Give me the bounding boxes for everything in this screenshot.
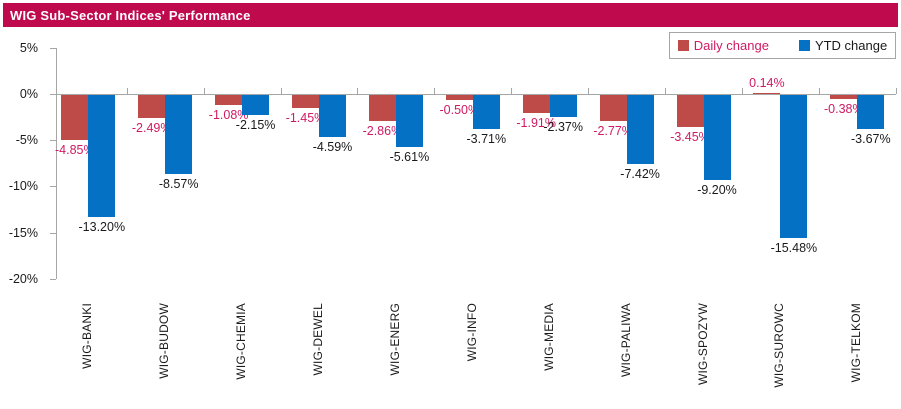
category-label: WIG-BANKI xyxy=(80,303,95,369)
y-axis-tick-label: 5% xyxy=(19,40,38,55)
ytd-value-label: -8.57% xyxy=(158,177,199,192)
chart-title-banner: WIG Sub-Sector Indices' Performance xyxy=(3,3,898,27)
daily-change-bar xyxy=(599,95,627,121)
ytd-change-bar xyxy=(780,95,808,239)
y-axis-tick-label: -15% xyxy=(8,225,38,240)
y-axis-tick xyxy=(50,186,56,188)
category-label: WIG-CHEMIA xyxy=(234,303,249,380)
ytd-change-bar xyxy=(242,95,270,115)
y-axis-tick xyxy=(50,140,56,142)
daily-value-label: -0.38% xyxy=(823,101,864,116)
category-label: WIG-DEWEL xyxy=(311,303,325,376)
category-label: WIG-TELKOM xyxy=(849,303,864,383)
legend-item-ytd: YTD change xyxy=(798,38,888,53)
daily-value-label: -0.50% xyxy=(439,102,480,117)
daily-value-label: -1.45% xyxy=(285,111,326,126)
daily-value-label: -1.08% xyxy=(208,107,249,122)
category-label: WIG-PALIWA xyxy=(618,303,633,377)
daily-value-label: -2.77% xyxy=(593,123,633,138)
ytd-change-bar xyxy=(549,95,577,117)
ytd-change-bar xyxy=(319,95,346,138)
category-label: WIG-ENERG xyxy=(387,303,402,376)
daily-change-bar xyxy=(522,95,550,113)
y-axis-tick xyxy=(50,278,56,280)
ytd-series-swatch-icon xyxy=(798,40,810,51)
y-axis-tick xyxy=(50,232,56,234)
ytd-change-bar xyxy=(88,95,116,217)
ytd-change-bar xyxy=(395,95,423,147)
daily-value-label: 0.14% xyxy=(749,75,785,90)
daily-change-bar xyxy=(368,95,396,122)
category-label: WIG-SPOZYW xyxy=(695,303,710,385)
ytd-value-label: -2.37% xyxy=(543,119,583,134)
x-axis-tick xyxy=(741,87,743,94)
x-axis-tick xyxy=(126,87,128,94)
x-axis-tick xyxy=(357,87,359,94)
ytd-value-label: -7.42% xyxy=(620,166,660,181)
daily-change-bar xyxy=(753,92,781,94)
daily-change-bar xyxy=(138,95,166,118)
y-axis-tick-label: -10% xyxy=(8,179,38,194)
y-axis-tick-label: -5% xyxy=(15,133,38,148)
ytd-value-label: -5.61% xyxy=(389,149,430,164)
x-axis-tick xyxy=(203,87,205,94)
x-axis-tick xyxy=(511,87,513,94)
ytd-value-label: -15.48% xyxy=(770,241,818,256)
daily-change-bar xyxy=(61,95,89,140)
ytd-change-bar xyxy=(472,95,500,130)
x-axis-tick xyxy=(588,87,590,94)
ytd-value-label: -3.67% xyxy=(850,131,891,146)
category-label: WIG-INFO xyxy=(464,303,479,362)
ytd-value-label: -2.15% xyxy=(235,117,276,132)
daily-change-bar xyxy=(215,95,243,105)
y-axis-tick-label: -20% xyxy=(8,271,38,286)
daily-value-label: -1.91% xyxy=(516,115,556,130)
ytd-change-bar xyxy=(857,95,885,129)
zero-line xyxy=(56,94,896,95)
ytd-value-label: -3.71% xyxy=(466,132,507,147)
x-axis-tick xyxy=(665,87,667,94)
daily-change-bar xyxy=(830,95,858,99)
legend: Daily change YTD change xyxy=(669,32,896,59)
x-axis-tick xyxy=(434,87,436,94)
daily-value-label: -2.86% xyxy=(362,124,403,139)
daily-value-label: -3.45% xyxy=(670,129,710,144)
daily-value-label: -2.49% xyxy=(131,121,172,135)
legend-item-daily: Daily change xyxy=(677,38,769,53)
ytd-value-label: -13.20% xyxy=(78,219,126,234)
category-label: WIG-MEDIA xyxy=(541,303,556,371)
y-axis-line xyxy=(56,47,57,280)
y-axis-tick xyxy=(50,94,56,95)
daily-series-swatch-icon xyxy=(677,40,689,51)
x-axis-tick xyxy=(818,87,820,94)
y-axis-tick-label: 0% xyxy=(19,87,38,101)
x-axis-tick xyxy=(280,87,282,94)
daily-change-bar xyxy=(292,95,319,109)
daily-change-bar xyxy=(676,95,704,127)
ytd-change-bar xyxy=(703,95,731,180)
category-label: WIG-SUROWC xyxy=(772,303,787,388)
daily-change-bar xyxy=(445,95,473,100)
ytd-value-label: -9.20% xyxy=(697,183,737,197)
ytd-change-bar xyxy=(165,95,193,175)
ytd-value-label: -4.59% xyxy=(312,140,353,155)
daily-value-label: -4.85% xyxy=(54,142,95,157)
chart-title: WIG Sub-Sector Indices' Performance xyxy=(10,7,251,23)
y-axis-tick xyxy=(50,47,56,49)
x-axis-tick xyxy=(895,87,897,94)
legend-ytd-label: YTD change xyxy=(814,38,888,53)
category-label: WIG-BUDOW xyxy=(157,303,172,379)
legend-daily-label: Daily change xyxy=(693,38,769,53)
ytd-change-bar xyxy=(626,95,654,164)
